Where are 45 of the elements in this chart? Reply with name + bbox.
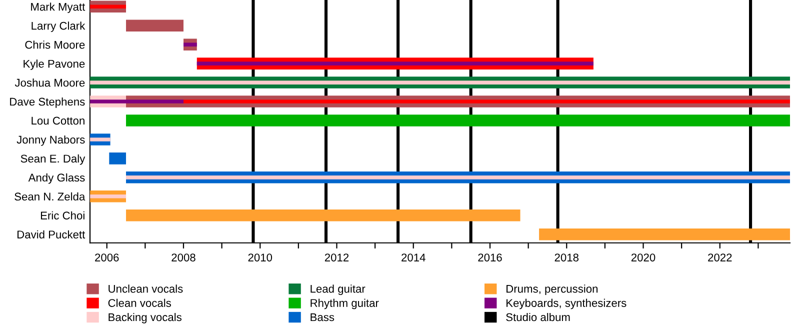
y-tick-label: Larry Clark <box>32 22 86 32</box>
legend-label: Bass <box>310 313 334 322</box>
bar <box>90 4 126 9</box>
legend-label: Studio album <box>506 312 570 322</box>
bar <box>90 138 110 142</box>
x-tick-label: 2018 <box>554 254 579 262</box>
x-tick-label: 2008 <box>172 254 196 262</box>
y-tick-label: Eric Choi <box>40 211 84 220</box>
bar <box>126 114 790 126</box>
bar <box>126 209 520 222</box>
bar <box>126 176 790 180</box>
y-tick-label: Dave Stephens <box>10 97 85 108</box>
y-tick-label: Lou Cotton <box>32 116 84 125</box>
legend-label: Lead guitar <box>310 284 366 295</box>
x-tick-label: 2012 <box>324 254 349 262</box>
bar <box>196 62 594 66</box>
x-tick-label: 2014 <box>402 254 426 262</box>
bar <box>90 100 184 104</box>
x-tick-label: 2022 <box>708 254 732 262</box>
bar <box>539 228 790 240</box>
legend-label: Drums, percussion <box>506 284 598 295</box>
legend-label: Keyboards, synthesizers <box>506 298 626 310</box>
bar <box>126 20 184 32</box>
x-tick-label: 2016 <box>478 254 502 262</box>
y-tick-label: Andy Glass <box>28 173 85 184</box>
y-tick-label: David Puckett <box>18 230 86 238</box>
bar <box>109 152 126 164</box>
legend-label: Clean vocals <box>108 298 171 307</box>
y-tick-label: Sean E. Daly <box>20 154 86 165</box>
y-tick-label: Jonny Nabors <box>16 135 85 146</box>
y-tick-label: Mark Myatt <box>31 2 86 13</box>
bar <box>90 80 790 84</box>
y-tick-label: Sean N. Zelda <box>14 192 86 201</box>
y-tick-label: Joshua Moore <box>14 78 85 87</box>
bar <box>183 100 790 104</box>
bar <box>183 42 197 46</box>
legend-label: Backing vocals <box>108 312 182 324</box>
x-tick-label: 2010 <box>248 254 272 262</box>
y-tick-label: Kyle Pavone <box>24 60 85 70</box>
x-tick-label: 2020 <box>631 254 656 262</box>
bar <box>90 194 126 198</box>
y-tick-label: Chris Moore <box>25 40 85 49</box>
x-tick-label: 2006 <box>95 254 119 262</box>
legend-label: Unclean vocals <box>108 284 183 293</box>
legend-label: Rhythm guitar <box>310 298 379 310</box>
